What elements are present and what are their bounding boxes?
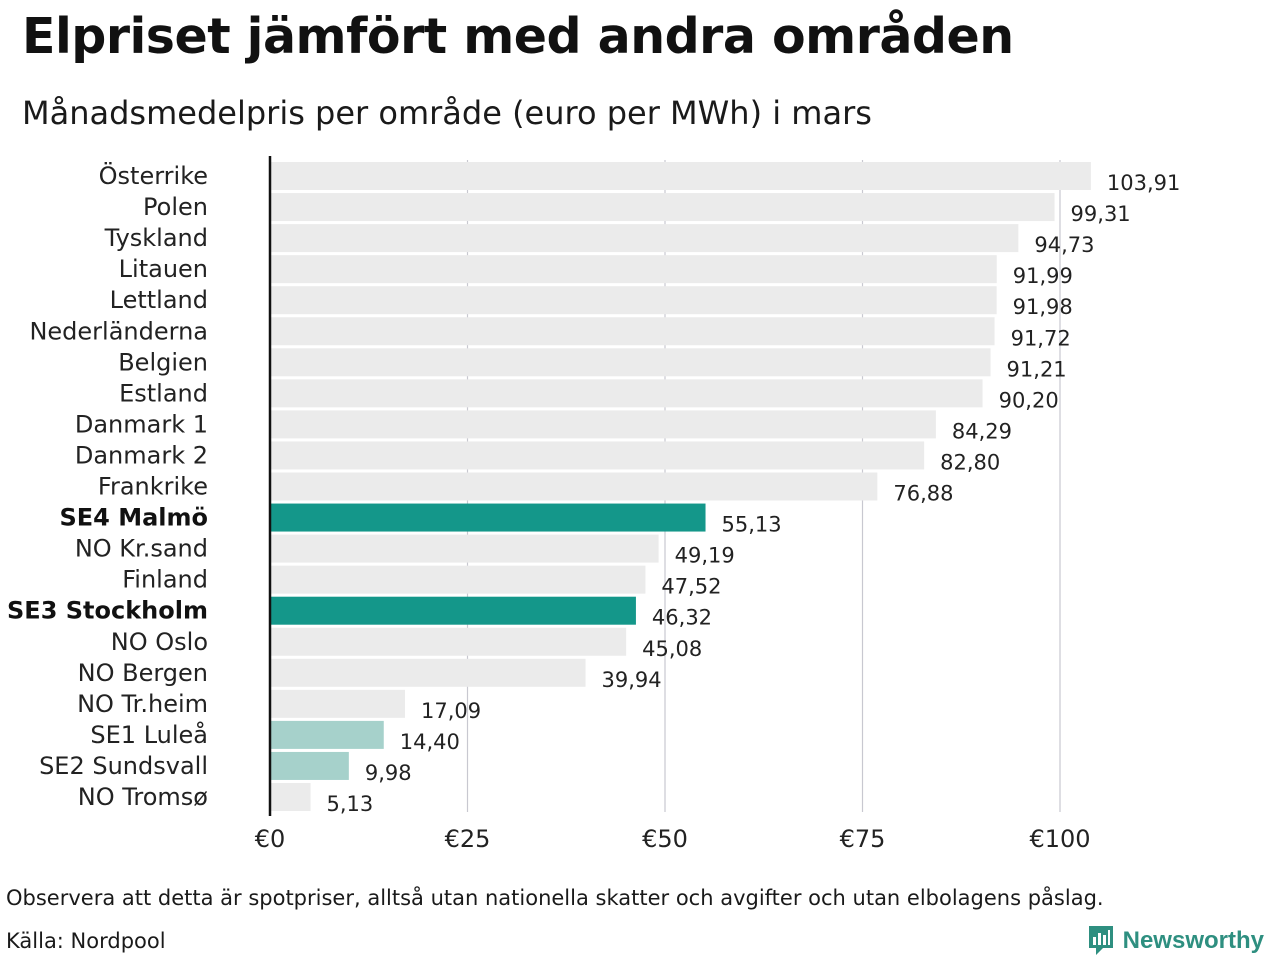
value-label: 91,98: [1013, 295, 1073, 319]
newsworthy-brand[interactable]: Newsworthy: [1087, 924, 1264, 958]
category-label: Polen: [143, 193, 208, 221]
bar: [270, 534, 659, 563]
category-label: NO Kr.sand: [75, 535, 208, 563]
category-label: Danmark 1: [75, 410, 208, 438]
value-label: 90,20: [999, 388, 1059, 412]
category-label: Belgien: [118, 348, 208, 376]
category-label: SE3 Stockholm: [7, 597, 208, 625]
value-label: 99,31: [1071, 202, 1131, 226]
bar: [270, 379, 983, 408]
x-tick-label: €25: [445, 825, 491, 853]
bar: [270, 286, 997, 315]
value-label: 47,52: [661, 575, 721, 599]
category-label: SE1 Luleå: [90, 720, 208, 749]
bar: [270, 596, 636, 625]
bar: [270, 503, 706, 532]
category-label: Estland: [119, 379, 208, 407]
category-label: Lettland: [110, 286, 208, 314]
source-credit: Källa: Nordpool: [6, 929, 166, 953]
value-label: 17,09: [421, 699, 481, 723]
value-label: 46,32: [652, 606, 712, 630]
category-label: NO Bergen: [78, 659, 208, 687]
category-label: NO Oslo: [111, 628, 208, 656]
value-label: 9,98: [365, 761, 412, 785]
bar: [270, 410, 936, 439]
bar: [270, 751, 349, 780]
value-labels: 103,91 99,31 94,73 91,99 91,98 91,72 91,21 90,2…: [327, 171, 1181, 816]
category-label: NO Tr.heim: [77, 690, 208, 718]
x-axis-ticks: €0 €25 €50 €75 €100: [255, 825, 1091, 853]
bar: [270, 193, 1055, 222]
bars: [270, 162, 1091, 811]
bar: [270, 317, 995, 346]
bar-chart: Österrike Polen Tyskland Litauen Lettland Ned…: [7, 156, 1181, 853]
bar: [270, 783, 311, 811]
value-label: 55,13: [722, 513, 782, 537]
x-tick-label: €50: [642, 825, 688, 853]
bar: [270, 162, 1091, 190]
value-label: 91,99: [1013, 264, 1073, 288]
value-label: 91,21: [1007, 357, 1067, 381]
value-label: 103,91: [1107, 171, 1180, 195]
value-label: 14,40: [400, 730, 460, 754]
bar: [270, 472, 878, 501]
bar: [270, 224, 1019, 253]
bar: [270, 441, 925, 470]
bar: [270, 627, 627, 656]
x-tick-label: €0: [255, 825, 286, 853]
category-label: SE4 Malmö: [59, 504, 208, 532]
category-label: Tyskland: [104, 224, 208, 252]
bar: [270, 348, 991, 377]
x-tick-label: €100: [1029, 825, 1090, 853]
category-label: Österrike: [99, 161, 208, 190]
value-label: 76,88: [893, 482, 953, 506]
x-tick-label: €75: [840, 825, 886, 853]
footnote: Observera att detta är spotpriser, allts…: [6, 886, 1104, 910]
value-label: 94,73: [1034, 233, 1094, 257]
bar: [270, 720, 384, 749]
value-label: 49,19: [675, 544, 735, 568]
brand-name: Newsworthy: [1122, 927, 1264, 954]
value-label: 45,08: [642, 637, 702, 661]
value-label: 91,72: [1011, 326, 1071, 350]
category-label: Finland: [122, 566, 208, 594]
category-label: SE2 Sundsvall: [39, 752, 208, 780]
chart-title: Elpriset jämfört med andra områden: [22, 8, 1014, 65]
bar: [270, 565, 646, 594]
chart-subtitle: Månadsmedelpris per område (euro per MWh…: [22, 94, 872, 132]
value-label: 84,29: [952, 419, 1012, 443]
value-label: 5,13: [327, 792, 374, 816]
bar: [270, 658, 586, 687]
value-label: 39,94: [602, 668, 662, 692]
category-label: Nederländerna: [29, 317, 208, 345]
bar: [270, 689, 406, 718]
category-labels: Österrike Polen Tyskland Litauen Lettland Ned…: [7, 161, 208, 811]
category-label: Litauen: [119, 255, 208, 283]
bar: [270, 255, 997, 284]
category-label: Danmark 2: [75, 441, 208, 469]
value-label: 82,80: [940, 450, 1000, 474]
newsworthy-logo-icon: [1088, 926, 1113, 955]
category-label: NO Tromsø: [78, 783, 208, 811]
category-label: Frankrike: [98, 473, 208, 501]
